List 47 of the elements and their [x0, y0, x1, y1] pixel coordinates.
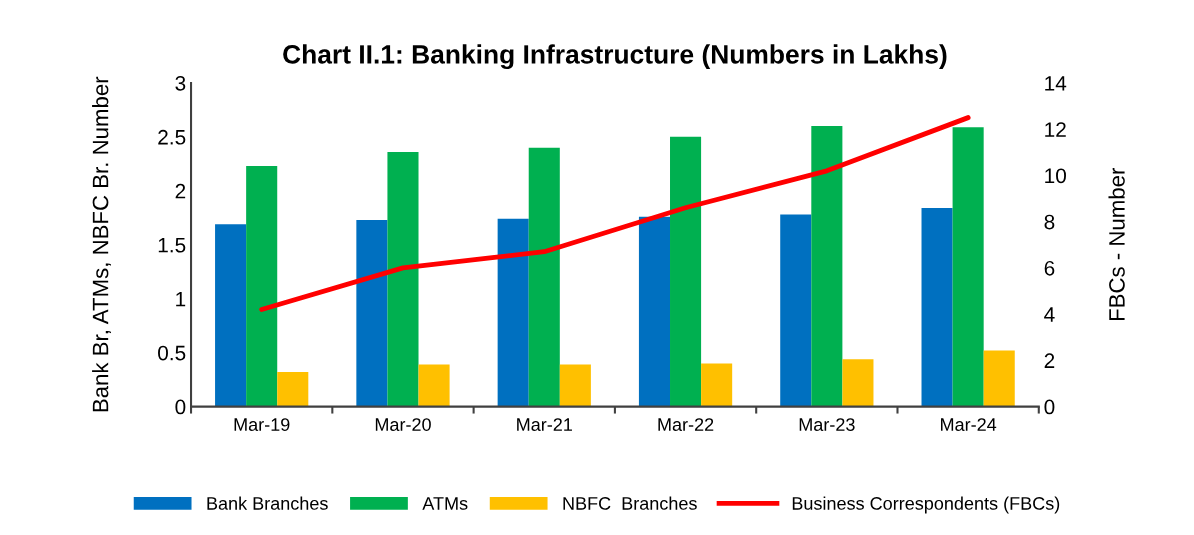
- y2-tick-label: 2: [1044, 353, 1055, 368]
- bar: [356, 219, 388, 407]
- y2-tick-label: 12: [1045, 122, 1066, 137]
- y-tick-label: 1: [176, 291, 186, 307]
- y2-tick-label: 4: [1044, 307, 1055, 322]
- chart-title: Chart II.1: Banking Infrastructure (Numbers in Lakhs): [283, 44, 947, 70]
- x-tick-label: Mar-24: [941, 418, 997, 431]
- bar: [638, 216, 671, 407]
- x-tick-label: Mar-22: [658, 418, 714, 431]
- bar: [528, 147, 560, 407]
- bar: [418, 364, 450, 407]
- y-tick-label: 0: [175, 399, 186, 415]
- bar: [215, 224, 247, 407]
- y2-tick-label: 0: [1044, 399, 1055, 415]
- bar: [921, 208, 953, 407]
- x-tick-label: Mar-20: [375, 418, 431, 431]
- bar: [952, 127, 984, 407]
- bar: [780, 214, 812, 407]
- y2-tick-label: 14: [1045, 76, 1067, 91]
- x-tick-label: Mar-21: [517, 418, 572, 431]
- bar: [277, 372, 309, 407]
- bar: [811, 126, 843, 407]
- y2-tick-label: 8: [1044, 214, 1055, 230]
- bar: [670, 136, 702, 407]
- bar: [983, 350, 1015, 407]
- bar: [701, 363, 733, 407]
- legend-label: Business Correspondents (FBCs): [792, 496, 1060, 514]
- bar: [497, 218, 529, 407]
- legend-label: Bank Branches: [207, 496, 328, 510]
- y-tick-label: 3: [175, 75, 186, 91]
- x-tick-label: Mar-23: [799, 418, 855, 431]
- bar: [246, 166, 278, 407]
- line-series: [259, 115, 971, 312]
- legend-label: ATMs: [422, 497, 468, 510]
- legend-label: NBFC Branches: [563, 496, 697, 510]
- y-tick-label: 0.5: [158, 345, 186, 361]
- bar: [387, 151, 419, 407]
- y-tick-label: 2.5: [158, 129, 186, 145]
- x-tick-label: Mar-19: [234, 418, 290, 431]
- bar: [842, 359, 874, 407]
- y2-axis-title: FBCs - Number: [1108, 167, 1125, 321]
- y-axis-title: Bank Br, ATMs, NBFC Br. Number: [92, 76, 112, 412]
- y-tick-label: 1.5: [158, 237, 186, 253]
- y2-tick-label: 10: [1045, 168, 1066, 184]
- y2-tick-label: 6: [1044, 260, 1055, 276]
- y-tick-label: 2: [175, 183, 186, 199]
- bar: [559, 364, 591, 407]
